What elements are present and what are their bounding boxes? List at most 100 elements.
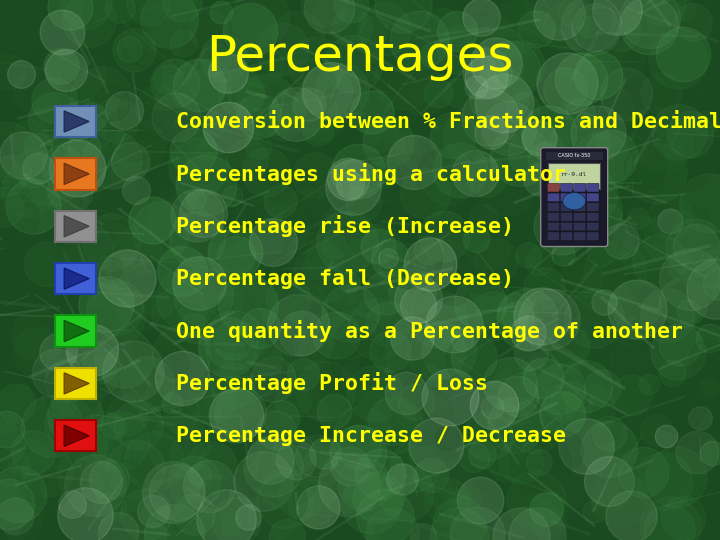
Point [266,125,277,133]
Point [371,492,382,501]
Point [256,60,267,69]
Point [369,404,380,413]
Point [264,456,276,464]
Point [356,429,367,438]
Point [3,500,14,509]
Point [491,255,503,264]
Point [672,55,684,63]
Point [505,379,516,388]
Point [633,328,644,337]
Point [201,181,212,190]
Point [388,368,400,377]
Point [60,65,72,74]
Point [325,87,337,96]
Point [310,451,322,460]
Point [222,69,233,77]
Point [242,300,253,309]
Point [431,441,442,449]
Text: CASIO fx-350: CASIO fx-350 [558,153,590,158]
Point [533,458,544,467]
Point [22,454,33,463]
Point [49,114,60,123]
Point [127,367,138,376]
FancyBboxPatch shape [560,212,573,221]
Point [388,420,400,429]
FancyBboxPatch shape [574,202,586,211]
Polygon shape [64,215,89,237]
FancyBboxPatch shape [587,232,599,241]
FancyBboxPatch shape [574,184,586,192]
Point [297,336,309,345]
Point [270,426,282,435]
Point [81,0,92,8]
Point [359,130,371,139]
Point [382,320,394,329]
Point [40,259,52,268]
Point [474,298,486,307]
Point [503,489,514,498]
Point [264,348,275,357]
Point [477,172,489,181]
Point [632,213,644,222]
Point [425,354,436,362]
Point [11,194,22,202]
Point [346,23,357,31]
Point [455,45,467,54]
Point [405,254,417,262]
Point [56,162,68,171]
Point [0,521,10,529]
Point [226,381,238,389]
Point [261,100,272,109]
Point [593,71,604,80]
Point [348,124,360,133]
Point [50,368,62,377]
Point [37,492,48,501]
Point [171,488,183,497]
Point [12,489,24,498]
Point [498,429,510,438]
Point [188,323,199,332]
Point [485,127,496,136]
FancyBboxPatch shape [587,202,599,211]
Point [219,294,230,303]
Point [469,459,481,468]
Point [555,397,567,406]
Point [706,449,718,457]
FancyBboxPatch shape [587,184,599,192]
Point [406,288,418,296]
Point [562,252,574,260]
Point [591,61,603,70]
Point [659,9,670,18]
Point [328,242,340,251]
Point [176,261,187,270]
Point [235,121,246,130]
Point [468,352,480,361]
Point [100,529,112,538]
Point [264,117,275,126]
Point [159,519,171,528]
Point [92,327,104,336]
Point [512,25,523,33]
Point [443,173,454,181]
Point [330,389,342,397]
Point [402,174,413,183]
Point [587,207,598,215]
Point [580,14,591,23]
Point [569,0,580,7]
Point [553,10,564,18]
Point [633,421,644,429]
Point [272,365,284,374]
Point [225,522,236,530]
Point [470,234,482,243]
Point [261,25,273,34]
Point [577,204,589,213]
Point [391,349,402,357]
Point [246,228,257,237]
Point [518,478,529,487]
Point [47,422,58,430]
Point [220,301,232,309]
Point [711,285,720,294]
Point [541,148,552,157]
Point [45,174,56,183]
Point [277,496,289,505]
